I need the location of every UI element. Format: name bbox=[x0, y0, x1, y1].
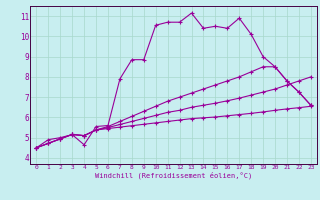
X-axis label: Windchill (Refroidissement éolien,°C): Windchill (Refroidissement éolien,°C) bbox=[95, 172, 252, 179]
